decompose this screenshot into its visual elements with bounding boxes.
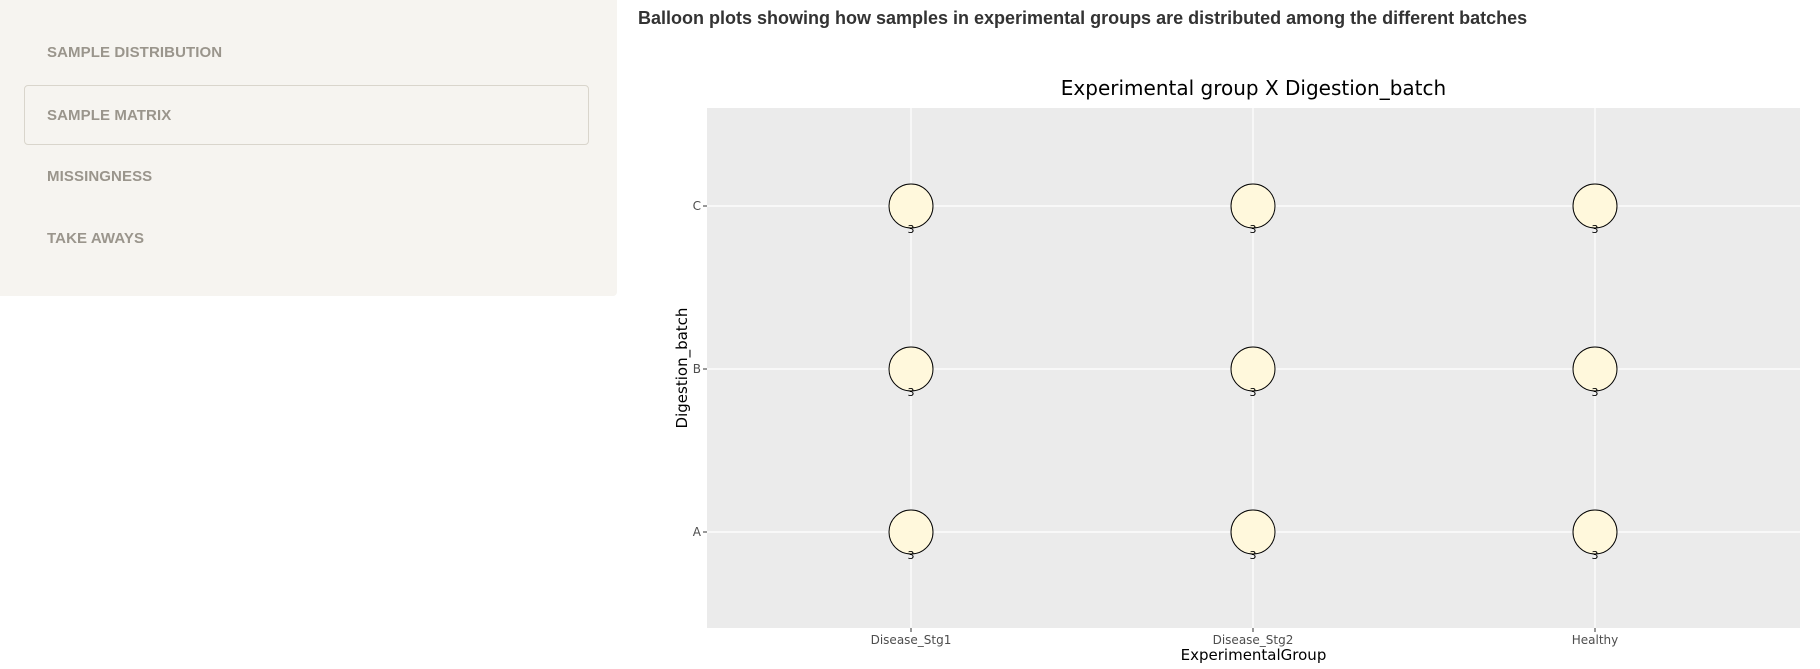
y-axis-label: Digestion_batch	[673, 308, 692, 429]
balloon-value-label: 3	[1592, 549, 1599, 562]
balloon	[1230, 183, 1276, 229]
balloon	[1572, 346, 1618, 392]
sidebar-item-label: SAMPLE MATRIX	[47, 106, 172, 124]
sidebar-item-sample-distribution[interactable]: SAMPLE DISTRIBUTION	[24, 22, 589, 82]
balloon	[888, 509, 934, 555]
balloon-value-label: 3	[1592, 386, 1599, 399]
balloon-value-label: 3	[1250, 386, 1257, 399]
y-tick-label: B	[693, 362, 701, 376]
sidebar-item-take-aways[interactable]: TAKE AWAYS	[24, 208, 589, 268]
sidebar-item-sample-matrix[interactable]: SAMPLE MATRIX	[24, 85, 589, 145]
x-tick-label: Disease_Stg1	[871, 633, 952, 647]
y-tick-label: C	[693, 199, 701, 213]
x-tick-label: Disease_Stg2	[1213, 633, 1294, 647]
sidebar-item-label: TAKE AWAYS	[47, 229, 145, 247]
sidebar-item-label: SAMPLE DISTRIBUTION	[47, 43, 223, 61]
balloon-value-label: 3	[908, 549, 915, 562]
sidebar-item-label: MISSINGNESS	[47, 167, 153, 185]
balloon	[1572, 183, 1618, 229]
balloon-value-label: 3	[908, 386, 915, 399]
balloon	[888, 346, 934, 392]
balloon-value-label: 3	[1250, 223, 1257, 236]
balloon-value-label: 3	[1250, 549, 1257, 562]
page-heading: Balloon plots showing how samples in exp…	[638, 8, 1528, 28]
sidebar-item-missingness[interactable]: MISSINGNESS	[24, 146, 589, 206]
balloon	[1572, 509, 1618, 555]
chart-title: Experimental group X Digestion_batch	[1061, 76, 1446, 100]
balloon-plot: Experimental group X Digestion_batch Dise…	[673, 76, 1800, 664]
balloon	[888, 183, 934, 229]
x-tick-label: Healthy	[1572, 633, 1619, 647]
y-tick-label: A	[693, 525, 702, 539]
balloon-value-label: 3	[1592, 223, 1599, 236]
balloon	[1230, 346, 1276, 392]
sidebar: SAMPLE DISTRIBUTION SAMPLE MATRIX MISSIN…	[0, 0, 617, 296]
x-axis-label: ExperimentalGroup	[1181, 646, 1327, 664]
balloon-value-label: 3	[908, 223, 915, 236]
balloon	[1230, 509, 1276, 555]
